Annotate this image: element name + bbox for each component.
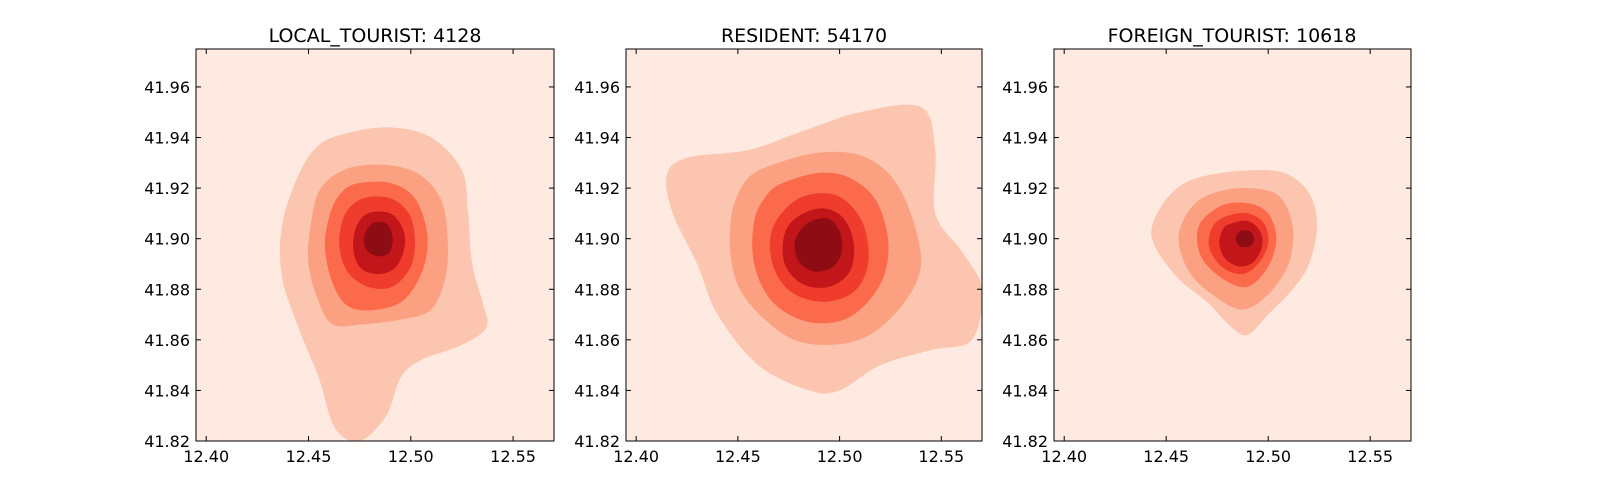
y-tick-label: 41.86 <box>574 331 620 350</box>
panel-resident: RESIDENT: 54170 12.40 12.45 12.50 12.55 41.8… <box>574 25 983 466</box>
x-tick-label: 12.55 <box>918 447 964 466</box>
panel-title: LOCAL_TOURIST: 4128 <box>269 25 482 47</box>
x-tick-label: 12.55 <box>490 447 536 466</box>
y-tick-label: 41.94 <box>1002 129 1048 148</box>
x-tick-label: 12.40 <box>1041 447 1087 466</box>
x-tick-label: 12.50 <box>817 447 863 466</box>
y-tick-label: 41.82 <box>144 432 190 451</box>
panel-local-tourist: LOCAL_TOURIST: 4128 12.40 12.45 12.50 12.55… <box>144 25 555 466</box>
y-tick-label: 41.88 <box>574 280 620 299</box>
x-tick-label: 12.50 <box>388 447 434 466</box>
y-tick-label: 41.82 <box>574 432 620 451</box>
axes-frame <box>1053 48 1412 442</box>
y-tick-label: 41.92 <box>144 179 190 198</box>
y-tick-label: 41.94 <box>144 129 190 148</box>
y-tick-label: 41.90 <box>1002 230 1048 249</box>
y-tick-label: 41.88 <box>144 280 190 299</box>
y-tick-label: 41.92 <box>1002 179 1048 198</box>
panel-foreign-tourist: FOREIGN_TOURIST: 10618 12.40 12.45 12.50 12… <box>1002 25 1412 466</box>
x-tick-label: 12.45 <box>1143 447 1189 466</box>
panel-title: RESIDENT: 54170 <box>721 25 887 47</box>
y-tick-label: 41.88 <box>1002 280 1048 299</box>
y-tick-label: 41.84 <box>1002 381 1048 400</box>
panel-title: FOREIGN_TOURIST: 10618 <box>1108 25 1357 47</box>
density-level-6 <box>363 221 393 257</box>
axes-frame <box>195 48 555 442</box>
y-tick-label: 41.94 <box>574 129 620 148</box>
density-level-6 <box>1235 230 1254 248</box>
axes-frame <box>625 48 983 442</box>
y-tick-label: 41.92 <box>574 179 620 198</box>
x-tick-label: 12.50 <box>1245 447 1291 466</box>
y-tick-label: 41.86 <box>144 331 190 350</box>
y-tick-label: 41.82 <box>1002 432 1048 451</box>
y-tick-label: 41.90 <box>144 230 190 249</box>
x-tick-label: 12.40 <box>613 447 659 466</box>
x-tick-label: 12.40 <box>183 447 229 466</box>
density-level-6 <box>794 218 843 272</box>
y-tick-label: 41.96 <box>574 78 620 97</box>
y-tick-label: 41.90 <box>574 230 620 249</box>
x-tick-label: 12.45 <box>715 447 761 466</box>
x-tick-label: 12.45 <box>286 447 332 466</box>
y-tick-label: 41.84 <box>144 381 190 400</box>
y-tick-label: 41.96 <box>144 78 190 97</box>
y-tick-label: 41.84 <box>574 381 620 400</box>
y-tick-label: 41.86 <box>1002 331 1048 350</box>
y-tick-label: 41.96 <box>1002 78 1048 97</box>
x-tick-label: 12.55 <box>1347 447 1393 466</box>
